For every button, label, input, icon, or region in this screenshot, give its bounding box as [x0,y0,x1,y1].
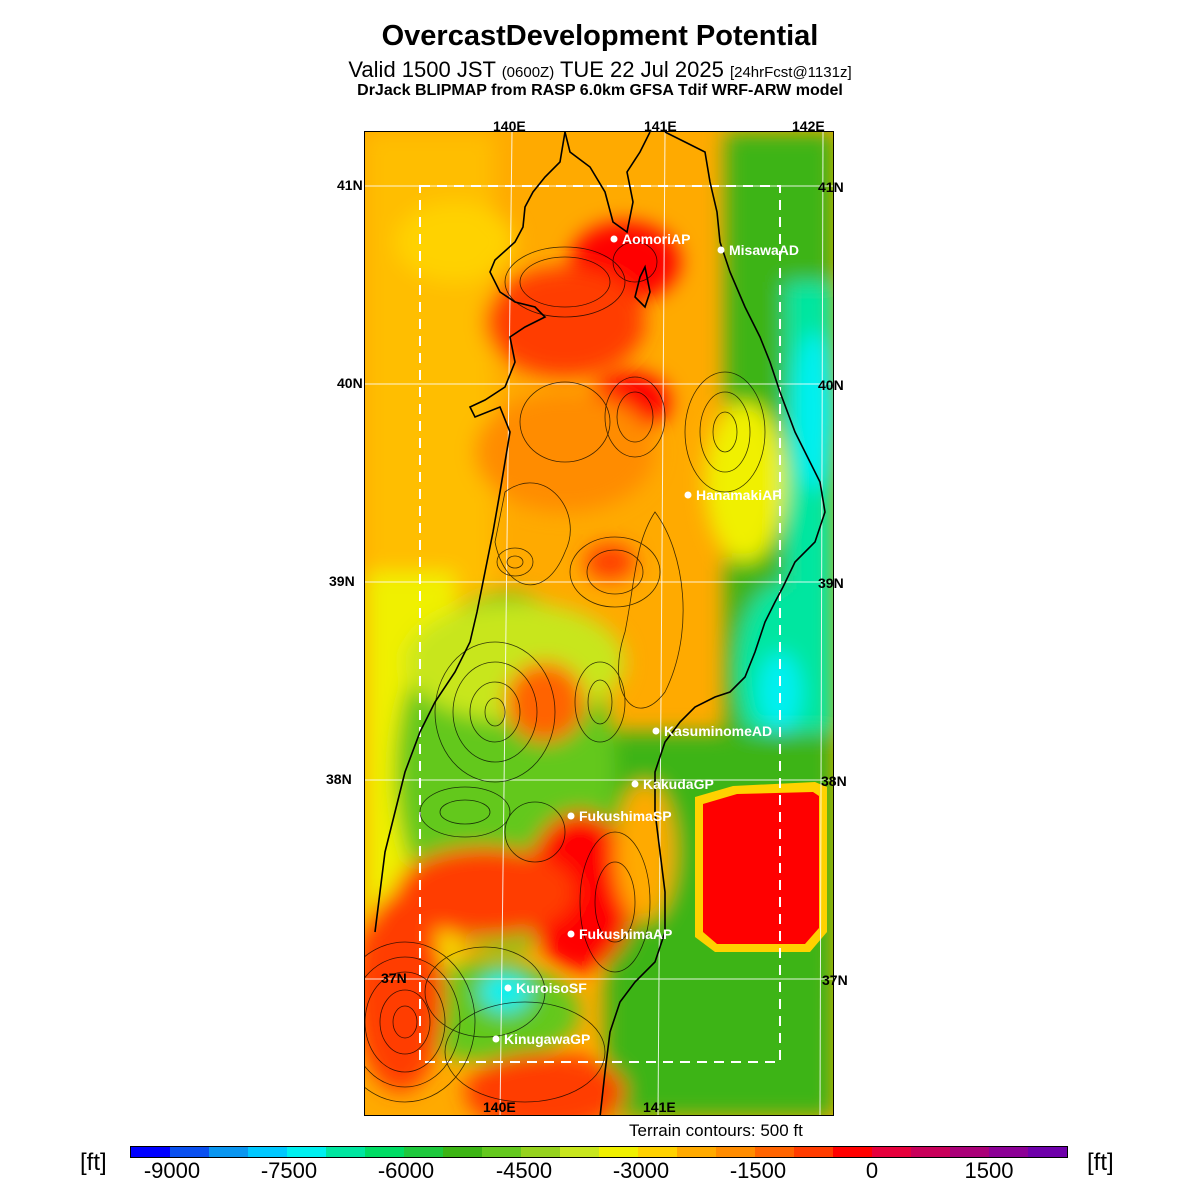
airport-marker[interactable]: AomoriAP [610,231,691,247]
colorbar-swatch [443,1147,482,1157]
lon-label-bottom: 140E [483,1099,516,1115]
colorbar-swatch [1028,1147,1067,1157]
colorbar-swatch [287,1147,326,1157]
colorbar-swatch [950,1147,989,1157]
svg-text:HanamakiAP: HanamakiAP [696,487,782,503]
lon-label-top: 140E [493,118,526,134]
colorbar-tick-label: -7500 [260,1158,318,1183]
forecast-info: [24hrFcst@1131z] [729,64,852,81]
svg-text:KinugawaGP: KinugawaGP [504,1031,590,1047]
airport-marker[interactable]: KuroisoSF [504,980,588,996]
colorbar-swatch [170,1147,209,1157]
valid-prefix: Valid 1500 JST [348,57,496,82]
airport-marker[interactable]: KinugawaGP [492,1031,591,1047]
colorbar-swatch [131,1147,170,1157]
valid-date: TUE 22 Jul 2025 [559,57,724,82]
lat-label-left: 38N [326,771,352,787]
colorbar-swatch [404,1147,443,1157]
lat-label-left: 37N [381,970,407,986]
map-title: OvercastDevelopment Potential [381,20,819,52]
svg-text:MisawaAD: MisawaAD [729,242,799,258]
airport-marker[interactable]: HanamakiAP [684,487,782,503]
svg-text:KakudaGP: KakudaGP [643,776,714,792]
colorbar-swatch [248,1147,287,1157]
terrain-contours [365,241,766,1103]
colorbar-swatch [365,1147,404,1157]
airport-marker[interactable]: FukushimaAP [567,926,673,942]
colorbar-swatch [833,1147,872,1157]
map-panel[interactable]: AomoriAP MisawaAD HanamakiAP KasuminomeA… [364,131,834,1116]
inner-domain-box [419,185,781,1063]
colorbar-swatch [677,1147,716,1157]
colorbar-unit-right: [ft] [1087,1149,1114,1176]
colorbar-tick-label: -3000 [612,1158,670,1183]
lat-label-left: 40N [337,375,363,391]
map-svg: AomoriAP MisawaAD HanamakiAP KasuminomeA… [365,132,833,1115]
svg-text:KuroisoSF: KuroisoSF [516,980,587,996]
svg-text:KasuminomeAD: KasuminomeAD [664,723,772,739]
lat-label-right: 39N [818,575,844,591]
colorbar-swatch [716,1147,755,1157]
colorbar-swatch [599,1147,638,1157]
svg-text:FukushimaAP: FukushimaAP [579,926,672,942]
coastline [374,132,826,1115]
colorbar-swatch [209,1147,248,1157]
colorbar-swatch [326,1147,365,1157]
colorbar-swatch [560,1147,599,1157]
colorbar-tick-label: -6000 [377,1158,435,1183]
svg-text:AomoriAP: AomoriAP [622,231,690,247]
valid-zulu: (0600Z) [501,64,555,81]
location-markers: AomoriAP MisawaAD HanamakiAP KasuminomeA… [492,231,800,1047]
lat-label-right: 41N [818,179,844,195]
model-description: DrJack BLIPMAP from RASP 6.0km GFSA Tdif… [357,82,843,99]
lon-label-bottom: 141E [643,1099,676,1115]
colorbar-tick-label: -4500 [495,1158,553,1183]
colorbar-swatch [794,1147,833,1157]
colorbar-swatch [911,1147,950,1157]
colorbar-tick-label: 0 [865,1158,879,1183]
lat-label-right: 40N [818,377,844,393]
airport-marker[interactable]: MisawaAD [717,242,800,258]
lon-label-top: 141E [644,118,677,134]
lat-label-right: 37N [822,972,848,988]
airport-marker[interactable]: FukushimaSP [567,808,672,824]
overcast-field [365,132,833,1115]
colorbar-tick-label: -9000 [143,1158,201,1183]
colorbar-swatch [872,1147,911,1157]
colorbar-swatch [989,1147,1028,1157]
lon-label-top: 142E [792,118,825,134]
svg-text:FukushimaSP: FukushimaSP [579,808,672,824]
colorbar [130,1146,1068,1158]
airport-marker[interactable]: KakudaGP [631,776,714,792]
lat-label-left: 39N [329,573,355,589]
colorbar-swatch [638,1147,677,1157]
terrain-contour-note: Terrain contours: 500 ft [629,1121,803,1140]
colorbar-unit-left: [ft] [80,1149,107,1176]
colorbar-swatch [521,1147,560,1157]
colorbar-swatch [482,1147,521,1157]
colorbar-swatch [755,1147,794,1157]
colorbar-tick-label: 1500 [964,1158,1014,1183]
valid-time-line: Valid 1500 JST (0600Z) TUE 22 Jul 2025 [… [0,57,1200,83]
lat-label-right: 38N [821,773,847,789]
lat-label-left: 41N [337,177,363,193]
colorbar-tick-label: -1500 [729,1158,787,1183]
airport-marker[interactable]: KasuminomeAD [652,723,773,739]
